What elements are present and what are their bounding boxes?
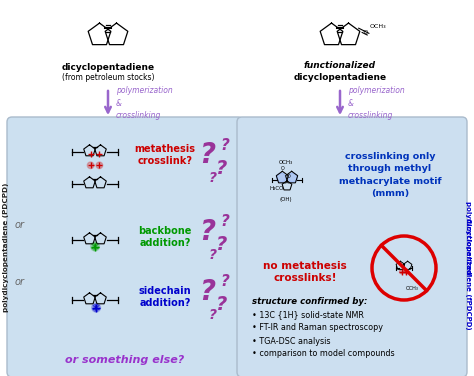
Text: dicyclopentadiene: dicyclopentadiene [293, 73, 387, 82]
Text: polydicyclopentadiene (PDCPD): polydicyclopentadiene (PDCPD) [3, 182, 9, 312]
Text: H₃CO: H₃CO [269, 185, 284, 191]
Text: structure confirmed by:: structure confirmed by: [252, 297, 367, 306]
Text: polymerization
&
crosslinking: polymerization & crosslinking [348, 86, 405, 120]
Text: ?: ? [209, 248, 217, 262]
Text: ?: ? [209, 308, 217, 322]
Text: functionalized: functionalized [465, 218, 471, 276]
Circle shape [288, 173, 298, 182]
Text: ?: ? [199, 218, 215, 246]
Text: O: O [281, 165, 284, 170]
Text: functionalized: functionalized [304, 62, 376, 71]
Circle shape [404, 269, 409, 274]
Text: O: O [286, 173, 290, 179]
Text: OCH₃: OCH₃ [406, 285, 419, 291]
Circle shape [276, 173, 286, 182]
Text: ?: ? [199, 141, 215, 169]
Text: or something else?: or something else? [65, 355, 185, 365]
Text: • 13C {1H} solid-state NMR: • 13C {1H} solid-state NMR [252, 311, 364, 320]
Text: • comparison to model compounds: • comparison to model compounds [252, 350, 395, 358]
Text: ?: ? [199, 278, 215, 306]
Circle shape [400, 269, 404, 274]
Circle shape [96, 162, 103, 168]
Text: ?: ? [216, 296, 228, 314]
Text: OCH₃: OCH₃ [279, 159, 293, 165]
Text: backbone
addition?: backbone addition? [138, 226, 191, 248]
Text: metathesis
crosslink?: metathesis crosslink? [135, 144, 195, 166]
Text: • FT-IR and Raman spectroscopy: • FT-IR and Raman spectroscopy [252, 323, 383, 332]
Text: ?: ? [220, 214, 229, 229]
Text: or: or [15, 220, 25, 230]
Text: dicyclopentadiene: dicyclopentadiene [62, 64, 155, 73]
FancyBboxPatch shape [237, 117, 467, 376]
Text: crosslinking only
through methyl
methacrylate motif
(mmm): crosslinking only through methyl methacr… [339, 152, 441, 198]
Text: • TGA-DSC analysis: • TGA-DSC analysis [252, 337, 330, 346]
Text: no metathesis
crosslinks!: no metathesis crosslinks! [263, 261, 347, 283]
Text: O: O [364, 29, 368, 35]
Text: polydicyclopentadiene (fPDCPD): polydicyclopentadiene (fPDCPD) [465, 201, 471, 329]
Text: ?: ? [220, 138, 229, 153]
Text: (OH): (OH) [280, 197, 292, 203]
Text: (from petroleum stocks): (from petroleum stocks) [62, 73, 154, 82]
Text: ?: ? [216, 159, 228, 177]
Circle shape [91, 303, 100, 312]
Circle shape [91, 242, 100, 251]
Text: ?: ? [220, 274, 229, 290]
Text: ?: ? [209, 171, 217, 185]
FancyBboxPatch shape [7, 117, 243, 376]
Text: ?: ? [216, 235, 228, 255]
Text: or: or [15, 277, 25, 287]
Text: polymerization
&
crosslinking: polymerization & crosslinking [116, 86, 173, 120]
Text: OCH₃: OCH₃ [370, 24, 386, 29]
Circle shape [87, 162, 94, 168]
Text: sidechain
addition?: sidechain addition? [139, 286, 191, 308]
